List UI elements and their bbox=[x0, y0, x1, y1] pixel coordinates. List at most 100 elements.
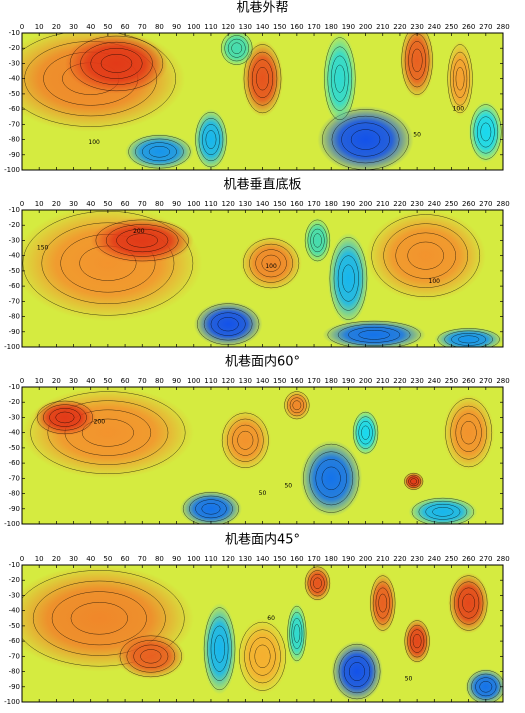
x-tick-label: 160 bbox=[290, 200, 303, 208]
contour-line bbox=[462, 593, 476, 613]
contour-line bbox=[358, 421, 373, 445]
y-tick-label: -30 bbox=[9, 591, 20, 599]
x-tick-label: 50 bbox=[103, 200, 112, 208]
contour-line bbox=[32, 580, 166, 656]
field-anomaly bbox=[434, 327, 503, 347]
chart-title: 机巷外帮 bbox=[236, 1, 288, 16]
x-tick-label: 180 bbox=[325, 200, 338, 208]
x-tick-label: 150 bbox=[273, 555, 286, 563]
contour-line bbox=[395, 232, 457, 279]
contour-line bbox=[133, 644, 169, 668]
x-tick-label: 60 bbox=[121, 555, 130, 563]
contour-line bbox=[289, 611, 305, 656]
contour-line bbox=[251, 59, 274, 98]
x-tick-label: 50 bbox=[103, 23, 112, 31]
contour-line bbox=[432, 507, 454, 517]
x-tick-label: 240 bbox=[428, 555, 441, 563]
x-tick-label: 250 bbox=[445, 200, 458, 208]
x-tick-label: 110 bbox=[204, 23, 217, 31]
x-tick-label: 90 bbox=[172, 23, 181, 31]
x-tick-label: 270 bbox=[479, 377, 492, 385]
contour-line bbox=[338, 649, 376, 694]
x-tick-label: 280 bbox=[496, 555, 509, 563]
contour-line bbox=[349, 662, 365, 681]
contour-line bbox=[291, 618, 303, 649]
contour-line bbox=[210, 625, 229, 672]
x-tick-label: 270 bbox=[479, 555, 492, 563]
x-tick-label: 150 bbox=[273, 23, 286, 31]
contour-line bbox=[126, 233, 158, 248]
x-tick-label: 240 bbox=[428, 200, 441, 208]
x-tick-label: 30 bbox=[69, 23, 78, 31]
y-tick-label: -40 bbox=[9, 75, 20, 83]
x-tick-label: 140 bbox=[256, 377, 269, 385]
contour-line bbox=[337, 323, 411, 346]
contour-line bbox=[237, 430, 254, 450]
contour-line bbox=[244, 629, 281, 684]
field-anomaly bbox=[399, 33, 435, 99]
y-tick-label: -30 bbox=[9, 59, 20, 67]
x-tick-label: 260 bbox=[462, 23, 475, 31]
x-tick-label: 210 bbox=[376, 200, 389, 208]
contour-line bbox=[140, 649, 162, 664]
contour-line bbox=[310, 228, 325, 253]
contour-line bbox=[255, 249, 287, 278]
contour-line bbox=[324, 37, 356, 121]
x-tick-label: 80 bbox=[155, 200, 164, 208]
contour-line bbox=[313, 577, 322, 589]
contour-line bbox=[304, 219, 331, 262]
contour-line bbox=[214, 634, 225, 663]
y-tick-label: -90 bbox=[9, 683, 20, 691]
contour-line bbox=[458, 587, 480, 619]
contour-line bbox=[198, 117, 224, 162]
field-anomaly bbox=[322, 319, 426, 347]
x-tick-label: 270 bbox=[479, 200, 492, 208]
contour-line bbox=[383, 223, 469, 288]
contour-line bbox=[224, 35, 250, 62]
x-tick-label: 160 bbox=[290, 377, 303, 385]
contour-line bbox=[36, 400, 94, 435]
contour-line bbox=[207, 616, 232, 681]
x-tick-label: 230 bbox=[410, 555, 423, 563]
x-tick-label: 60 bbox=[121, 23, 130, 31]
x-tick-label: 30 bbox=[69, 200, 78, 208]
x-tick-label: 60 bbox=[121, 377, 130, 385]
contour-line bbox=[412, 634, 422, 649]
contour-line bbox=[249, 243, 293, 283]
x-tick-label: 210 bbox=[376, 377, 389, 385]
contour-line bbox=[254, 644, 271, 668]
x-tick-label: 110 bbox=[204, 555, 217, 563]
x-tick-label: 220 bbox=[393, 377, 406, 385]
contour-line bbox=[286, 394, 307, 417]
x-tick-label: 200 bbox=[359, 555, 372, 563]
y-tick-label: -70 bbox=[9, 297, 20, 305]
contour-line bbox=[309, 451, 354, 506]
contour-label: 50 bbox=[284, 482, 292, 489]
contour-line bbox=[329, 237, 368, 320]
contour-line bbox=[404, 472, 424, 490]
x-tick-label: 110 bbox=[204, 200, 217, 208]
x-tick-label: 280 bbox=[496, 23, 509, 31]
x-tick-label: 170 bbox=[307, 377, 320, 385]
contour-line bbox=[100, 54, 133, 73]
contour-line bbox=[327, 46, 353, 111]
y-tick-label: -20 bbox=[9, 44, 20, 52]
x-tick-label: 270 bbox=[479, 23, 492, 31]
x-tick-label: 40 bbox=[86, 377, 95, 385]
y-tick-label: -40 bbox=[9, 252, 20, 260]
contour-line bbox=[437, 328, 500, 347]
x-tick-label: 230 bbox=[410, 23, 423, 31]
contour-line bbox=[447, 44, 473, 114]
contour-line bbox=[455, 413, 482, 452]
x-tick-label: 200 bbox=[359, 200, 372, 208]
contour-line bbox=[352, 411, 379, 454]
contour-line bbox=[341, 264, 355, 293]
x-tick-label: 80 bbox=[155, 23, 164, 31]
contour-line bbox=[473, 110, 499, 154]
plot-area: 200 150 100 100 bbox=[22, 210, 503, 347]
contour-line bbox=[232, 424, 259, 456]
contour-line bbox=[372, 581, 393, 625]
contour-line bbox=[292, 400, 302, 411]
contour-label: 100 bbox=[88, 139, 100, 146]
